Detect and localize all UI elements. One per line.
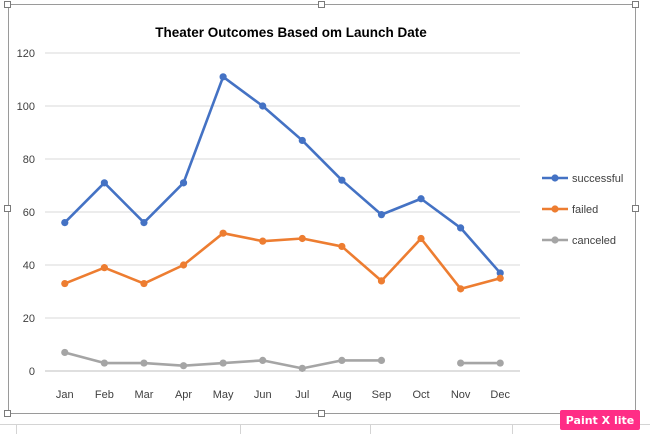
data-point-successful [417,195,425,203]
legend-item-successful: successful [542,173,623,185]
sheet-column-divider [16,424,17,434]
y-tick-label: 0 [29,366,35,378]
series-lines [61,73,504,372]
data-point-failed [338,242,346,251]
x-tick-label: May [213,389,234,401]
data-point-failed [219,229,227,237]
legend-swatch-marker [551,205,559,213]
data-point-canceled [61,348,69,357]
legend-swatch-marker [551,236,559,244]
y-tick-label: 120 [17,48,35,60]
resize-handle-bottom-left[interactable] [4,410,11,417]
data-point-failed [140,279,148,288]
data-point-successful [298,136,306,145]
data-point-failed [179,261,188,269]
data-point-successful [496,269,504,277]
data-point-successful [61,219,69,227]
series-failed [61,229,504,293]
resize-handle-top-middle[interactable] [318,1,325,8]
y-tick-label: 80 [23,154,35,166]
x-tick-label: Feb [95,389,114,401]
x-tick-label: Jul [295,389,309,401]
data-point-successful [259,102,267,110]
legend-label: failed [572,204,598,216]
x-tick-label: Jan [56,389,74,401]
data-point-canceled [377,356,386,364]
data-point-canceled [259,356,267,364]
data-point-successful [457,224,465,232]
data-point-canceled [496,359,504,367]
legend: successful failed canceled [542,173,623,247]
series-line-successful [63,75,502,275]
x-tick-label: Jun [254,389,272,401]
data-point-failed [496,274,504,282]
data-point-successful [100,179,108,187]
paint-x-lite-watermark: Paint X lite [560,410,640,430]
data-point-successful [140,219,148,227]
x-tick-label: Dec [490,389,510,401]
x-tick-label: Aug [332,389,352,401]
data-point-successful [219,73,227,81]
x-tick-label: Apr [175,389,192,401]
data-point-canceled [298,364,306,372]
x-tick-label: Nov [451,389,471,401]
data-point-canceled [338,356,346,364]
data-point-canceled [219,359,227,367]
y-tick-label: 20 [23,313,35,325]
data-point-canceled [179,362,188,370]
y-tick-label: 40 [23,260,35,272]
series-successful [61,73,504,277]
series-line-failed [63,231,502,291]
resize-handle-top-left[interactable] [4,1,11,8]
sheet-column-divider [512,424,513,434]
data-point-canceled [457,359,465,367]
sheet-column-divider [240,424,241,434]
data-point-successful [338,176,346,184]
data-point-failed [259,237,267,245]
resize-handle-bottom-middle[interactable] [318,410,325,417]
data-point-canceled [140,359,148,367]
legend-item-failed: failed [542,204,598,216]
chart-frame [8,4,636,414]
x-tick-label: Oct [412,389,429,401]
series-canceled [61,348,504,372]
x-tick-label: Mar [134,389,153,401]
sheet-column-divider [370,424,371,434]
data-point-failed [417,234,425,243]
x-axis-tick-labels: Jan Feb Mar Apr May Jun Jul Aug Sep Oct Nov Dec [56,389,511,401]
data-point-failed [457,285,465,293]
data-point-failed [61,279,69,288]
y-tick-label: 100 [17,101,35,113]
gridlines [45,52,520,372]
data-point-failed [100,264,108,272]
y-tick-label: 60 [23,207,35,219]
legend-label: successful [572,173,623,185]
resize-handle-middle-right[interactable] [632,205,639,212]
resize-handle-middle-left[interactable] [4,205,11,212]
sheet-gridline [0,424,650,425]
legend-label: canceled [572,235,616,247]
data-point-successful [179,179,188,187]
x-tick-label: Sep [372,389,392,401]
legend-swatch-marker [551,174,559,182]
data-point-successful [377,211,386,219]
data-point-failed [298,234,306,243]
resize-handle-top-right[interactable] [632,1,639,8]
chart-title: Theater Outcomes Based om Launch Date [155,25,427,40]
legend-item-canceled: canceled [542,235,616,247]
data-point-failed [377,277,386,285]
y-axis-tick-labels: 0 20 40 60 80 100 120 [17,48,35,378]
data-point-canceled [100,359,108,367]
